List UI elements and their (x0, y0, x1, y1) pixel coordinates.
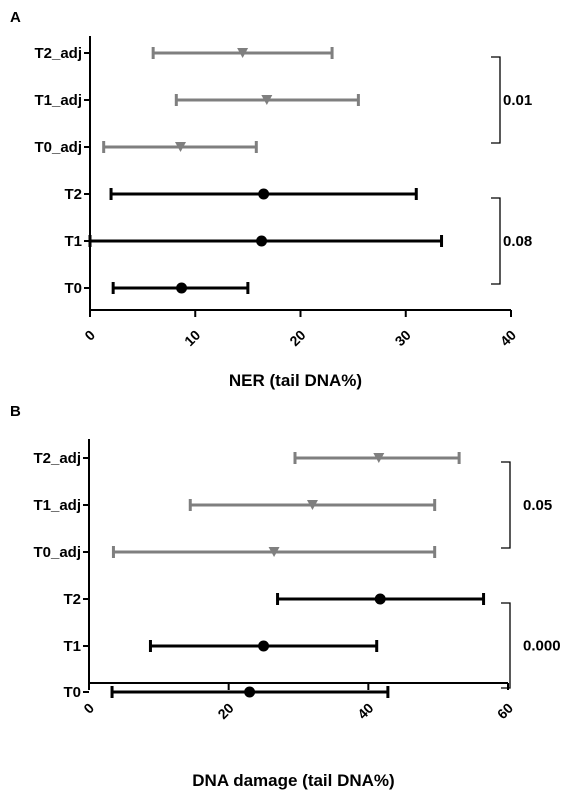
data-point-triangle (175, 142, 187, 152)
data-point-triangle (373, 453, 385, 463)
data-point-triangle (306, 500, 318, 510)
significance-bracket (491, 197, 501, 285)
p-value-label: 0.05 (523, 497, 552, 514)
data-point-circle (258, 188, 270, 200)
y-tick-label: T2_adj (34, 45, 82, 62)
panel-letter: A (10, 9, 21, 26)
y-tick-label: T0_adj (34, 139, 82, 156)
data-point-triangle (237, 48, 249, 58)
panel-a-chart: A T2_adj T1_adj T0_adj T2 T1 T0 0 10 20 30 40 NER (t… (10, 9, 532, 390)
y-tick-label: T1 (64, 233, 82, 250)
panel-letter: B (10, 403, 21, 420)
data-point-triangle (261, 95, 273, 105)
data-point-circle (258, 640, 270, 652)
x-tick-label: 0 (80, 700, 97, 717)
y-tick-label: T0 (63, 684, 81, 701)
data-point-triangle (268, 547, 280, 557)
x-tick-label: 40 (354, 700, 376, 722)
x-axis-title: DNA damage (tail DNA%) (192, 771, 394, 790)
y-tick-label: T0 (64, 280, 82, 297)
y-tick-label: T0_adj (33, 544, 81, 561)
y-tick-label: T2 (63, 591, 81, 608)
y-tick-label: T2_adj (33, 450, 81, 467)
p-value-label: 0.08 (503, 233, 532, 250)
x-tick-label: 0 (81, 327, 98, 344)
data-point-circle (176, 282, 188, 294)
x-tick-label: 10 (181, 327, 203, 349)
y-tick-label: T2 (64, 186, 82, 203)
data-point-circle (256, 235, 268, 247)
x-tick-label: 30 (392, 327, 414, 349)
y-tick-label: T1 (63, 638, 81, 655)
data-point-circle (244, 686, 256, 698)
x-tick-label: 40 (497, 327, 519, 349)
x-tick-label: 60 (494, 700, 516, 722)
x-tick-label: 20 (214, 700, 236, 722)
significance-bracket (501, 602, 511, 689)
y-tick-label: T1_adj (34, 92, 82, 109)
data-point-circle (374, 593, 386, 605)
x-tick-label: 20 (286, 327, 308, 349)
p-value-label: 0.000 (523, 638, 561, 655)
y-tick-label: T1_adj (33, 497, 81, 514)
x-axis-title: NER (tail DNA%) (229, 371, 362, 390)
p-value-label: 0.01 (503, 92, 532, 109)
panel-b-chart: B T2_adj T1_adj T0_adj T2 T1 T00 20 40 60 DNA dama… (10, 403, 561, 790)
significance-bracket (491, 56, 501, 144)
significance-bracket (501, 461, 511, 549)
